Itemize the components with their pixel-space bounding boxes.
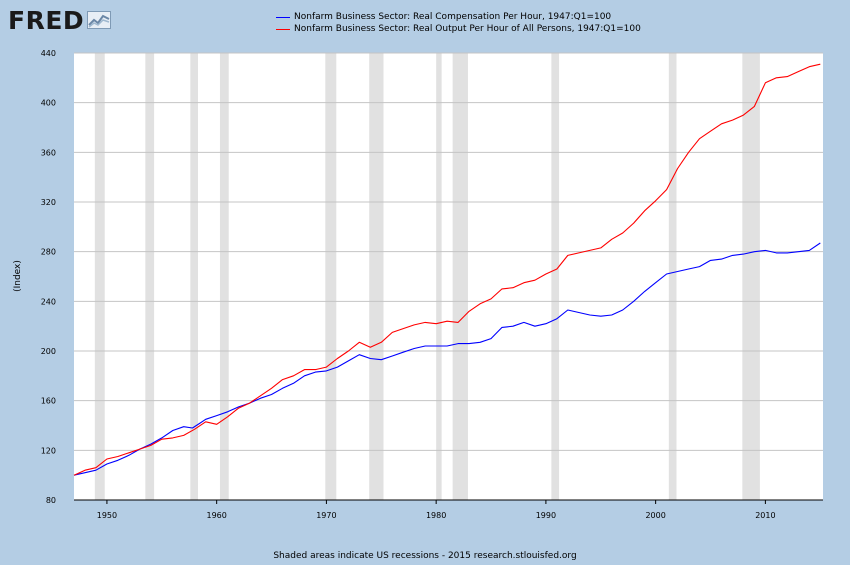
y-tick-label: 200 bbox=[41, 347, 56, 356]
x-tick-label: 1960 bbox=[206, 511, 226, 520]
series-line-output bbox=[73, 63, 821, 476]
chart-line-icon bbox=[87, 11, 112, 29]
x-tick-label: 1990 bbox=[536, 511, 556, 520]
legend-swatch-compensation bbox=[276, 16, 290, 18]
y-tick-label: 160 bbox=[41, 397, 56, 406]
y-tick-label: 440 bbox=[41, 49, 56, 58]
legend-label-compensation: Nonfarm Business Sector: Real Compensati… bbox=[294, 12, 612, 22]
y-tick-label: 120 bbox=[41, 446, 56, 455]
recession-band bbox=[436, 53, 442, 500]
fred-logo[interactable]: FRED bbox=[8, 5, 112, 35]
recession-band bbox=[219, 53, 229, 500]
y-tick-label: 80 bbox=[46, 496, 56, 505]
legend-item-output: Nonfarm Business Sector: Real Output Per… bbox=[276, 23, 641, 35]
recession-band bbox=[551, 53, 560, 500]
recession-band bbox=[145, 53, 155, 500]
recession-band bbox=[325, 53, 337, 500]
recession-shading bbox=[94, 53, 760, 500]
recession-band bbox=[742, 53, 760, 500]
series-line-compensation bbox=[73, 242, 821, 476]
legend-item-compensation: Nonfarm Business Sector: Real Compensati… bbox=[276, 11, 641, 23]
y-tick-label: 320 bbox=[41, 198, 56, 207]
legend-swatch-output bbox=[276, 28, 290, 30]
series-lines bbox=[73, 63, 821, 476]
x-tick-label: 1950 bbox=[97, 511, 117, 520]
y-tick-label: 240 bbox=[41, 297, 56, 306]
axes: 80 120 160 200 240 280 320 360 400 440 1950 1960 197… bbox=[41, 49, 823, 520]
y-tick-label: 360 bbox=[41, 148, 56, 157]
y-tick-label: 400 bbox=[41, 99, 56, 108]
grid-lines bbox=[74, 52, 823, 451]
x-tick-label: 2010 bbox=[755, 511, 775, 520]
recession-band bbox=[369, 53, 384, 500]
chart-legend: Nonfarm Business Sector: Real Compensati… bbox=[276, 11, 641, 35]
recession-band bbox=[668, 53, 677, 500]
y-tick-label: 280 bbox=[41, 248, 56, 257]
plot-area bbox=[74, 53, 823, 500]
recession-band bbox=[94, 53, 105, 500]
recession-band bbox=[452, 53, 468, 500]
recession-band bbox=[190, 53, 199, 500]
legend-label-output: Nonfarm Business Sector: Real Output Per… bbox=[294, 24, 641, 34]
y-axis-label: (Index) bbox=[13, 260, 23, 292]
x-tick-label: 1970 bbox=[316, 511, 336, 520]
footer-note: Shaded areas indicate US recessions - 20… bbox=[273, 551, 577, 561]
logo-text: FRED bbox=[8, 5, 85, 35]
x-tick-label: 2000 bbox=[645, 511, 665, 520]
x-tick-label: 1980 bbox=[426, 511, 446, 520]
